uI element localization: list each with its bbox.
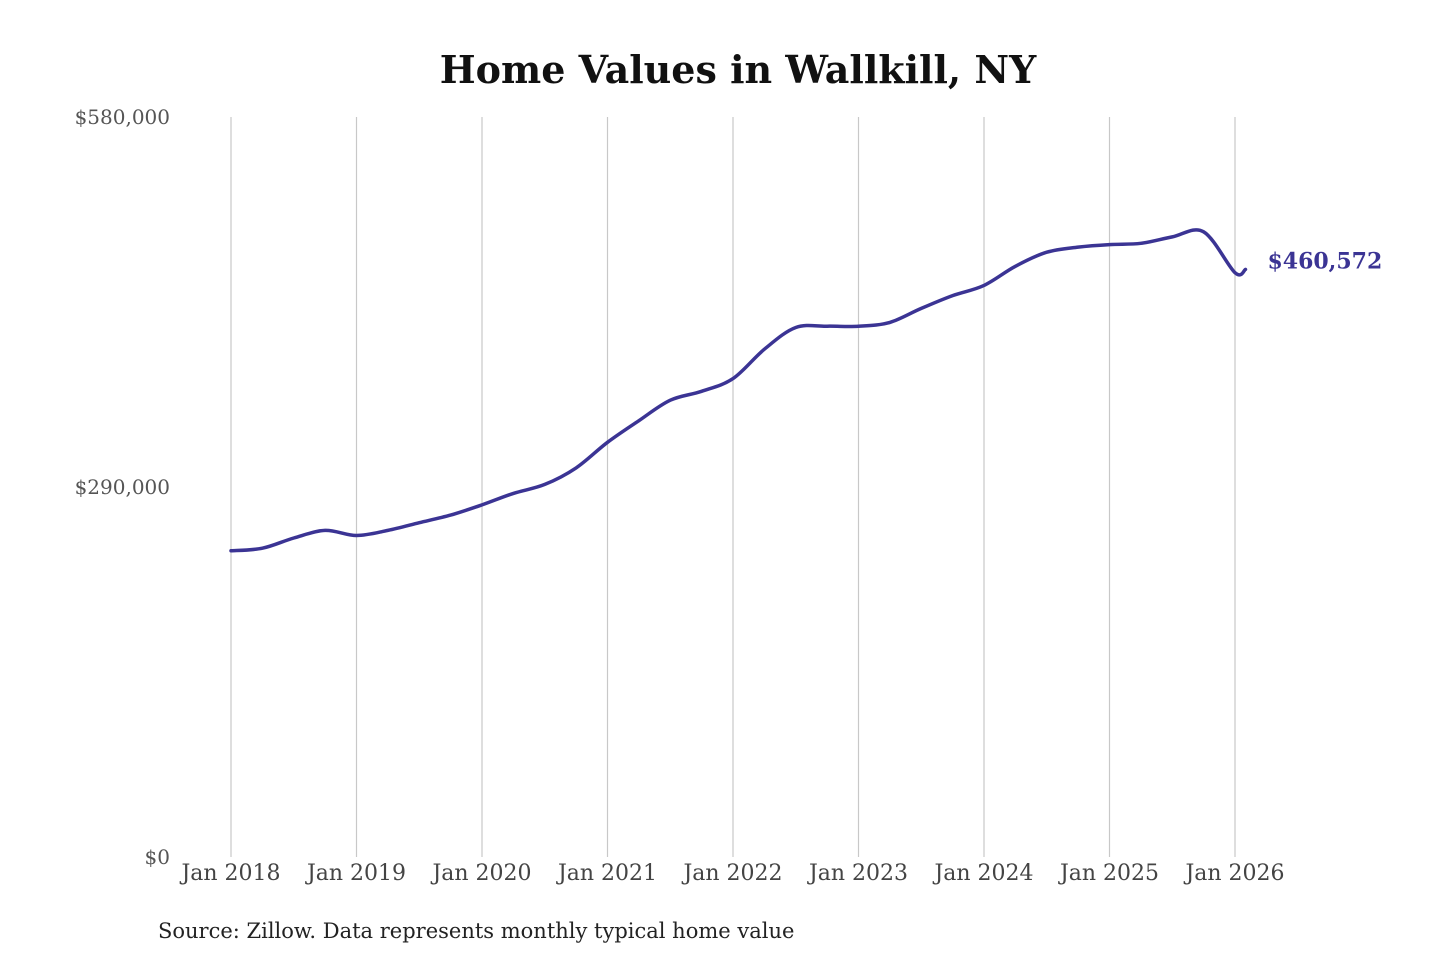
end-value-label-layer: $460,572 xyxy=(1267,248,1382,274)
x-tick-label-0: Jan 2018 xyxy=(179,861,280,886)
y-axis-tick-labels: $0 $290,000 $580,000 xyxy=(75,105,170,869)
source-note: Source: Zillow. Data represents monthly … xyxy=(158,919,794,943)
x-tick-label-2: Jan 2020 xyxy=(430,861,531,886)
end-value-label: $460,572 xyxy=(1267,248,1382,274)
vertical-gridlines xyxy=(230,117,1236,857)
series-line-layer xyxy=(229,228,1248,553)
series-line xyxy=(229,228,1248,553)
chart-title: Home Values in Wallkill, NY xyxy=(440,47,1037,92)
y-tick-label-1: $290,000 xyxy=(75,475,170,499)
x-tick-label-4: Jan 2022 xyxy=(681,861,782,886)
x-tick-label-8: Jan 2026 xyxy=(1183,861,1284,886)
y-tick-label-2: $580,000 xyxy=(75,105,170,129)
x-tick-label-5: Jan 2023 xyxy=(807,861,908,886)
x-axis-tick-labels: Jan 2018 Jan 2019 Jan 2020 Jan 2021 Jan 2022… xyxy=(179,861,1284,886)
x-tick-label-7: Jan 2025 xyxy=(1058,861,1159,886)
x-tick-label-3: Jan 2021 xyxy=(556,861,657,886)
x-tick-label-6: Jan 2024 xyxy=(932,861,1033,886)
x-tick-label-1: Jan 2019 xyxy=(305,861,406,886)
y-tick-label-0: $0 xyxy=(145,845,170,869)
